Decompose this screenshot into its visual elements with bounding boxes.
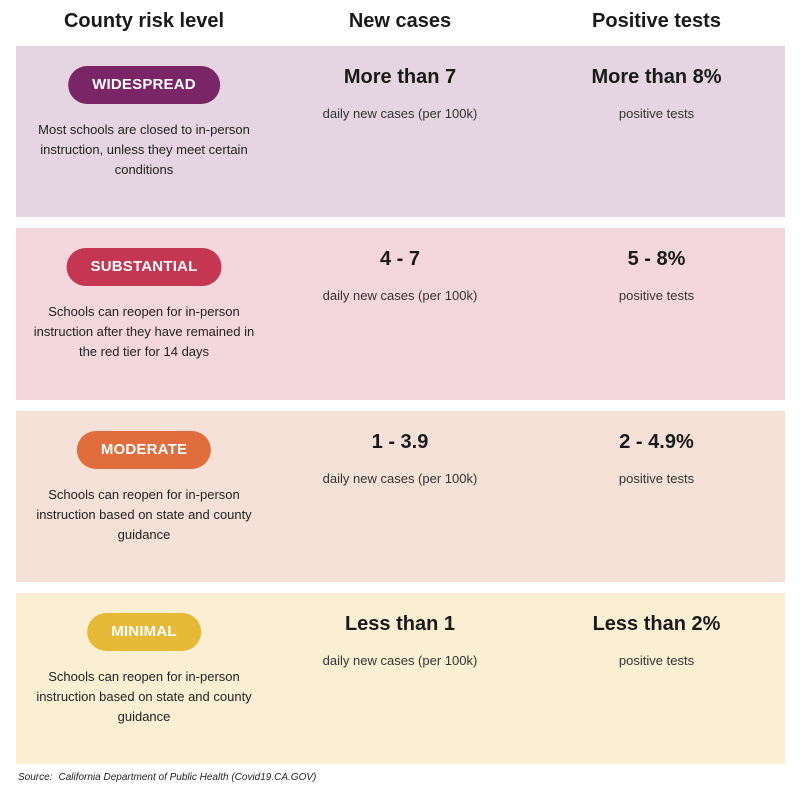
positive-tests-value: More than 8% (591, 66, 722, 88)
new-cases-cell: 1 - 3.9 daily new cases (per 100k) (272, 411, 528, 582)
header-positive-tests: Positive tests (592, 10, 721, 32)
tier-row-substantial: SUBSTANTIAL Schools can reopen for in-pe… (16, 228, 785, 400)
source-label: Source: (18, 772, 53, 783)
risk-badge-minimal: MINIMAL (87, 613, 201, 651)
new-cases-value: Less than 1 (344, 613, 456, 635)
risk-description: Schools can reopen for in-person instruc… (36, 487, 252, 542)
risk-level-cell: MINIMAL Schools can reopen for in-person… (16, 593, 272, 764)
positive-tests-cell: 5 - 8% positive tests (528, 228, 785, 400)
new-cases-label: daily new cases (per 100k) (322, 288, 478, 303)
tier-row-moderate: MODERATE Schools can reopen for in-perso… (16, 411, 785, 582)
new-cases-label: daily new cases (per 100k) (322, 653, 478, 668)
new-cases-label: daily new cases (per 100k) (322, 471, 478, 486)
positive-tests-cell: 2 - 4.9% positive tests (528, 411, 785, 582)
risk-level-cell: WIDESPREAD Most schools are closed to in… (16, 46, 272, 217)
positive-tests-label: positive tests (618, 653, 695, 668)
new-cases-value: More than 7 (343, 66, 457, 88)
tier-row-minimal: MINIMAL Schools can reopen for in-person… (16, 593, 785, 764)
header-new-cases: New cases (348, 10, 452, 32)
tier-row-widespread: WIDESPREAD Most schools are closed to in… (16, 46, 785, 217)
new-cases-value: 4 - 7 (379, 248, 421, 270)
table-header: County risk level New cases Positive tes… (16, 0, 785, 44)
risk-description: Most schools are closed to in-person ins… (38, 122, 250, 177)
new-cases-cell: More than 7 daily new cases (per 100k) (272, 46, 528, 217)
positive-tests-label: positive tests (618, 106, 695, 121)
new-cases-label: daily new cases (per 100k) (322, 106, 478, 121)
risk-badge-moderate: MODERATE (76, 431, 212, 469)
risk-level-cell: MODERATE Schools can reopen for in-perso… (16, 411, 272, 582)
risk-description: Schools can reopen for in-person instruc… (33, 304, 255, 359)
risk-badge-substantial: SUBSTANTIAL (66, 248, 222, 286)
positive-tests-cell: Less than 2% positive tests (528, 593, 785, 764)
source-note: Source: California Department of Public H… (18, 772, 316, 783)
positive-tests-value: 2 - 4.9% (619, 431, 694, 453)
positive-tests-label: positive tests (618, 471, 695, 486)
source-text: California Department of Public Health (… (58, 772, 317, 783)
risk-description: Schools can reopen for in-person instruc… (36, 669, 252, 724)
risk-level-cell: SUBSTANTIAL Schools can reopen for in-pe… (16, 228, 272, 400)
risk-badge-widespread: WIDESPREAD (68, 66, 220, 104)
positive-tests-cell: More than 8% positive tests (528, 46, 785, 217)
new-cases-cell: Less than 1 daily new cases (per 100k) (272, 593, 528, 764)
positive-tests-value: 5 - 8% (627, 248, 686, 270)
header-county-risk-level: County risk level (63, 10, 225, 32)
positive-tests-value: Less than 2% (592, 613, 721, 635)
new-cases-value: 1 - 3.9 (371, 431, 429, 453)
new-cases-cell: 4 - 7 daily new cases (per 100k) (272, 228, 528, 400)
positive-tests-label: positive tests (618, 288, 695, 303)
